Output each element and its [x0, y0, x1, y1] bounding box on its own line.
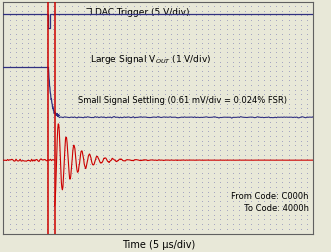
Text: Large Signal V$_{OUT}$ (1 V/div): Large Signal V$_{OUT}$ (1 V/div)	[90, 52, 212, 65]
X-axis label: Time (5 μs/div): Time (5 μs/div)	[122, 239, 195, 248]
Text: ̅LDAC Trigger (5 V/div): ̅LDAC Trigger (5 V/div)	[90, 8, 190, 17]
Text: Small Signal Settling (0.61 mV/div = 0.024% FSR): Small Signal Settling (0.61 mV/div = 0.0…	[78, 96, 287, 105]
Text: From Code: C000h
  To Code: 4000h: From Code: C000h To Code: 4000h	[231, 192, 309, 212]
